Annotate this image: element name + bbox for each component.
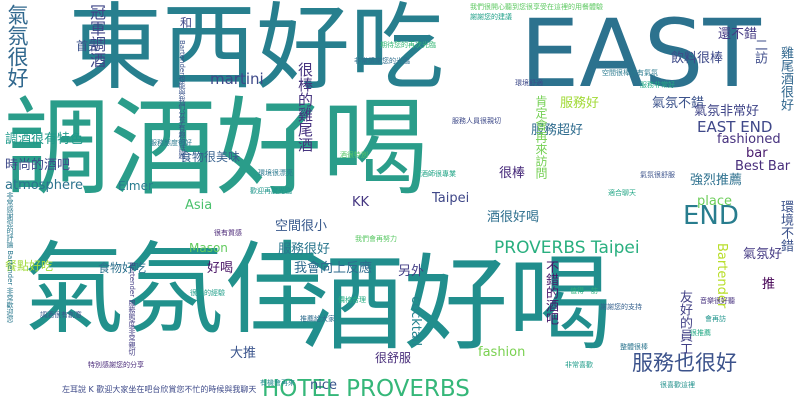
cloud-word: atmosphere [5, 178, 83, 193]
cloud-word: 調酒很有創意 [40, 311, 82, 319]
cloud-word: END [683, 201, 739, 231]
cloud-word: 氣氛非常好 [694, 104, 760, 119]
cloud-word: 和 [180, 16, 193, 30]
cloud-word: 酒很特別 [340, 151, 368, 159]
cloud-word: 服務超好 [531, 123, 584, 138]
cloud-word: 適合聊天 [608, 189, 636, 197]
cloud-word: 環境不錯 [778, 200, 793, 252]
cloud-word: 會再訪 [705, 315, 726, 323]
cloud-word: 大推 [230, 346, 257, 361]
cloud-word: 友好的員工 [677, 290, 692, 355]
cloud-word: 期待您的再次光臨 [380, 41, 436, 49]
cloud-word: 雞尾酒很好 [778, 46, 793, 111]
cloud-word: 空間很小 [275, 219, 328, 234]
cloud-word: 價格合理 [338, 296, 366, 304]
cloud-word: 非常感謝您的評論 Bartender 非常歡迎您 [6, 192, 14, 323]
cloud-word: 餐點好吃 [5, 259, 54, 273]
cloud-word: 很棒的雞尾酒 [296, 62, 314, 152]
cloud-word: PROVERBS Taipei [494, 238, 640, 258]
cloud-word: HOTEL PROVERBS [262, 376, 470, 400]
cloud-word: nice [310, 378, 337, 393]
cloud-word: 音樂很好聽 [700, 297, 735, 305]
cloud-word: 服務好 [560, 96, 600, 111]
cloud-word: 服務很好 [278, 242, 331, 257]
cloud-word: 食物好吃 [98, 261, 147, 275]
cloud-word: 特別感謝您的分享 [88, 361, 144, 369]
cloud-word: 時尚的酒吧 [5, 158, 71, 173]
cloud-word: 很喜歡這裡 [660, 381, 695, 389]
cloud-word: 很有質感 [214, 229, 242, 237]
cloud-word: 氣氛不錯 [652, 96, 705, 111]
cloud-word: 酒好喝 [300, 243, 613, 365]
cloud-word: Asia [185, 198, 213, 213]
cloud-word: 氣氛好 [743, 247, 783, 262]
cloud-word: 調酒好喝 [4, 87, 428, 210]
cloud-word: 我們會再努力 [355, 235, 397, 243]
cloud-word: 環境很漂亮 [258, 169, 293, 177]
cloud-word: KK [352, 195, 370, 210]
cloud-word: 東西好吃 [68, 0, 445, 103]
cloud-word: 我們很開心聽到您很享受在這裡的用餐體驗 [470, 3, 603, 11]
cloud-word: 空間很棒很有氣氛 [602, 69, 658, 77]
cloud-word: 服務態度很好 [150, 139, 192, 147]
cloud-word: 服務人員很親切 [452, 117, 501, 125]
cloud-word: 強烈推薦 [690, 173, 743, 188]
cloud-word: 飲料很棒 [671, 51, 724, 66]
cloud-word: 環境舒適 [515, 79, 543, 87]
cloud-word: place [697, 194, 732, 209]
cloud-word: 二訪 [752, 38, 767, 64]
cloud-word: 食物很美味 [180, 150, 241, 164]
cloud-word: 很棒 [499, 166, 526, 181]
cloud-word: 非常感謝您的光臨 [354, 57, 410, 65]
cloud-word: 謝謝您的支持 [600, 303, 642, 311]
cloud-word: 很棒的經驗 [190, 289, 225, 297]
cloud-word: 氣氛很好 [5, 4, 29, 88]
cloud-word: 好喝 [207, 261, 234, 276]
cloud-word: 首先 [76, 39, 101, 53]
cloud-word: 有機會再來 [260, 379, 295, 387]
cloud-word: bar [746, 146, 768, 161]
cloud-word: 謝謝您的建議 [470, 13, 512, 21]
cloud-word: 調酒很有特色 [5, 132, 84, 147]
cloud-word: EAST [520, 0, 761, 109]
cloud-word: 氣氛佳 [24, 231, 324, 348]
cloud-word: 另外 [398, 264, 425, 279]
cloud-word: 冠軍調酒 [87, 4, 106, 68]
cloud-word: martini [210, 70, 264, 88]
cloud-word: 調酒師很專業 [414, 170, 456, 178]
cloud-word: 氣氛很舒服 [640, 171, 675, 179]
cloud-word: 整體很棒 [620, 343, 648, 351]
cloud-word: 推 [762, 277, 776, 292]
cloud-word: 推薦給大家 [300, 315, 335, 323]
cloud-word: Bartender [714, 243, 729, 309]
cloud-word: EAST END [697, 118, 773, 136]
cloud-word: Elmer [118, 179, 153, 193]
cloud-word: 很舒服 [375, 351, 412, 365]
cloud-word: fashion [478, 345, 526, 360]
cloud-word: Mason [189, 241, 228, 255]
cloud-word: 肯定會再來訪問 [534, 95, 548, 179]
cloud-word: 非常喜歡 [565, 361, 593, 369]
cloud-word: 酒很好喝 [487, 210, 540, 225]
cloud-word: 我會向上反應 [294, 261, 373, 276]
cloud-word: fashioned [717, 132, 781, 147]
cloud-word: 值得一訪 [570, 287, 598, 295]
cloud-word: 很推薦 [690, 329, 711, 337]
cloud-word: Bartender 服務態度非常親切 [128, 262, 136, 356]
cloud-word: 還不錯 [718, 27, 758, 42]
cloud-word: 歡迎再度光臨 [250, 187, 292, 195]
cloud-word: cocktail [408, 296, 423, 347]
cloud-word: Best Bar [735, 159, 791, 174]
cloud-word: 服務非常好 [640, 81, 675, 89]
cloud-word: Taipei [432, 191, 470, 206]
cloud-word: Bartender也能與我們分享有趣的話題 [178, 40, 186, 160]
cloud-word: 不錯的酒吧 [543, 260, 558, 325]
cloud-word: 左耳說 K 歡迎大家坐在吧台欣賞您不忙的時候與我聊天 [62, 385, 257, 394]
cloud-word: 服務也很好 [632, 351, 737, 375]
